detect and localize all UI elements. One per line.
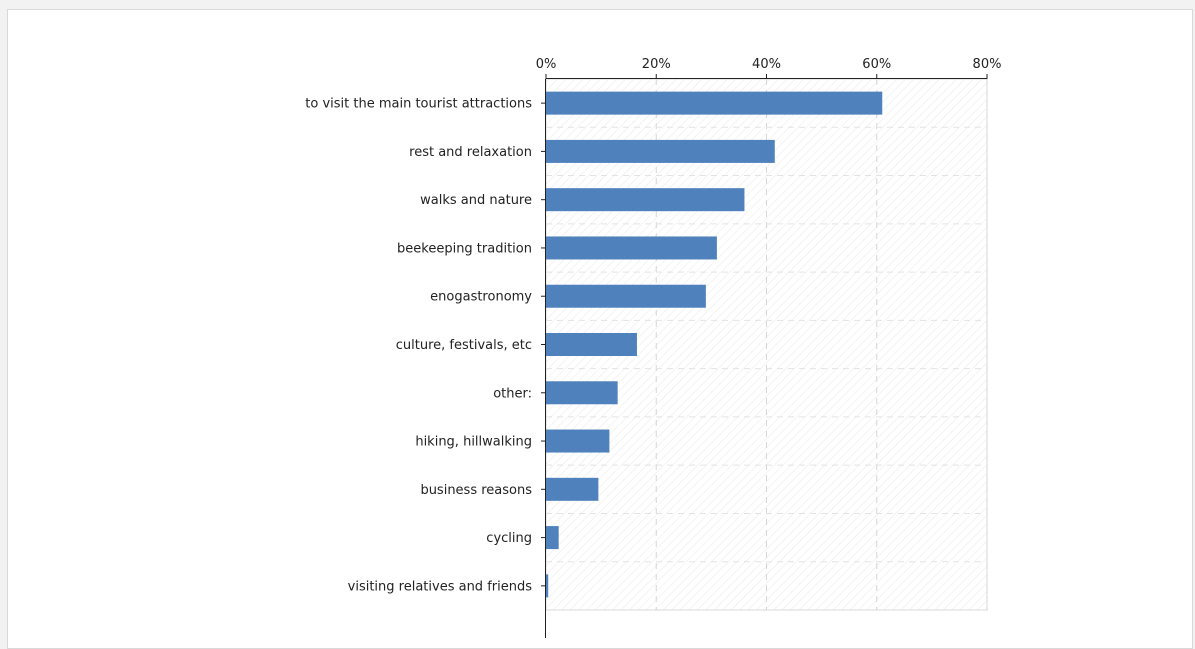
bar [546,526,559,550]
category-label: other: [493,386,532,401]
category-label: culture, festivals, etc [396,338,532,353]
bar [546,381,618,405]
bar [546,429,610,453]
bar [546,188,745,212]
x-tick-label: 20% [642,57,671,72]
category-label: beekeeping tradition [397,241,532,256]
bar [546,284,706,308]
bar [546,236,717,260]
bar [546,91,883,115]
x-tick-label: 60% [862,57,891,72]
category-label: to visit the main tourist attractions [305,97,532,112]
bar [546,139,775,163]
category-label: walks and nature [420,193,532,208]
x-tick-label: 40% [752,57,781,72]
category-label: rest and relaxation [409,145,532,160]
bar [546,333,637,356]
category-label: business reasons [420,483,532,498]
bar [546,477,599,501]
x-tick-label: 80% [973,57,1002,72]
category-label: visiting relatives and friends [348,579,533,594]
bar [546,574,549,598]
category-label: hiking, hillwalking [415,435,532,450]
category-label: enogastronomy [430,290,532,305]
category-label: cycling [486,531,532,546]
x-tick-label: 0% [536,57,557,72]
